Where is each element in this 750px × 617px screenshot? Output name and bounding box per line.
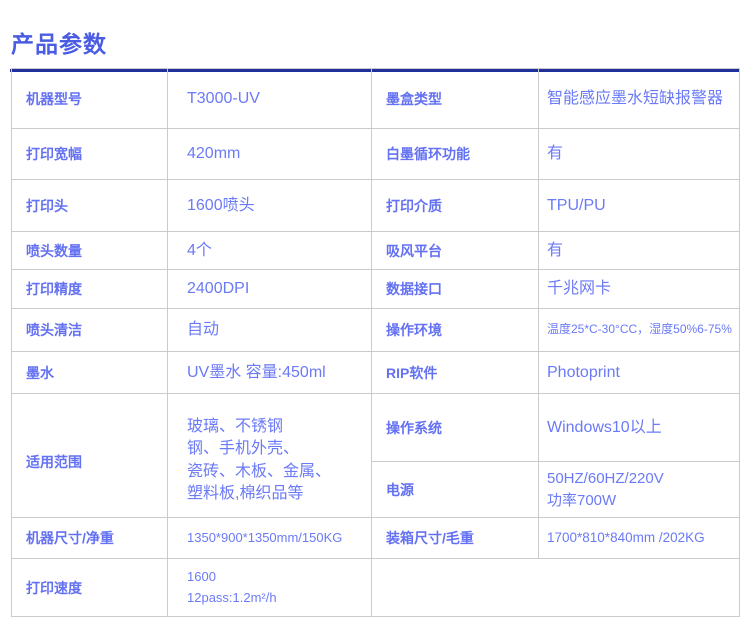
spec-value-white-ink-circulation: 有 [538, 128, 740, 180]
spec-value-operating-environment: 温度25*C-30°CC，湿度50%6-75% [538, 308, 740, 352]
spec-label-cartridge-type: 墨盒类型 [371, 68, 539, 129]
spec-value-print-precision: 2400DPI [167, 269, 372, 309]
spec-label-print-media: 打印介质 [371, 179, 539, 232]
spec-value-packing-size: 1700*810*840mm /202KG [538, 517, 740, 559]
spec-table: 机器型号 T3000-UV 墨盒类型 智能感应墨水短缺报警器 打印宽幅 420m… [11, 68, 740, 617]
spec-label-rip-software: RIP软件 [371, 351, 539, 394]
spec-label-machine-model: 机器型号 [11, 68, 168, 129]
spec-label-print-head: 打印头 [11, 179, 168, 232]
table-row-print-speed: 打印速度 1600 12pass:1.2m²/h [11, 558, 740, 617]
spec-label-print-precision: 打印精度 [11, 269, 168, 309]
spec-label-nozzle-cleaning: 喷头清洁 [11, 308, 168, 352]
spec-value-data-interface: 千兆网卡 [538, 269, 740, 309]
table-row-power-supply: 电源 50HZ/60HZ/220V 功率700W [12, 461, 740, 518]
spec-label-operating-environment: 操作环境 [371, 308, 539, 352]
spec-label-white-ink-circulation: 白墨循环功能 [371, 128, 539, 180]
spec-label-data-interface: 数据接口 [371, 269, 539, 309]
spec-label-nozzle-count: 喷头数量 [11, 231, 168, 270]
spec-value-ink: UV墨水 容量:450ml [167, 351, 372, 394]
spec-label-power-supply: 电源 [371, 461, 539, 518]
spec-value-print-speed: 1600 12pass:1.2m²/h [167, 558, 372, 617]
table-row-ink: 墨水 UV墨水 容量:450ml RIP软件 Photoprint [11, 351, 740, 394]
spec-value-nozzle-count: 4个 [167, 231, 372, 270]
table-row-print-head: 打印头 1600喷头 打印介质 TPU/PU [11, 179, 740, 232]
spec-value-rip-software: Photoprint [538, 351, 740, 394]
spec-value-machine-model: T3000-UV [167, 68, 372, 129]
spec-value-print-head: 1600喷头 [167, 179, 372, 232]
spec-value-print-width: 420mm [167, 128, 372, 180]
spec-value-suction-platform: 有 [538, 231, 740, 270]
spec-value-print-media: TPU/PU [538, 179, 740, 232]
spec-label-machine-size: 机器尺寸/净重 [11, 517, 168, 559]
table-row-application-range: 适用范围 玻璃、不锈钢 钢、手机外壳、 瓷砖、木板、金属、 塑料板,棉织品等 操… [11, 393, 740, 518]
table-row-print-precision: 打印精度 2400DPI 数据接口 千兆网卡 [11, 269, 740, 309]
page-title: 产品参数 [11, 31, 107, 57]
table-row-machine-size: 机器尺寸/净重 1350*900*1350mm/150KG 装箱尺寸/毛重 17… [11, 517, 740, 559]
table-row-nozzle-cleaning: 喷头清洁 自动 操作环境 温度25*C-30°CC，湿度50%6-75% [11, 308, 740, 352]
table-row-nozzle-count: 喷头数量 4个 吸风平台 有 [11, 231, 740, 270]
spec-value-operating-system: Windows10以上 [538, 393, 740, 462]
table-row-print-width: 打印宽幅 420mm 白墨循环功能 有 [11, 128, 740, 180]
spec-label-packing-size: 装箱尺寸/毛重 [371, 517, 539, 559]
spec-value-machine-size: 1350*900*1350mm/150KG [167, 517, 372, 559]
spec-label-suction-platform: 吸风平台 [371, 231, 539, 270]
table-row-machine-model: 机器型号 T3000-UV 墨盒类型 智能感应墨水短缺报警器 [11, 68, 740, 129]
spec-value-cartridge-type: 智能感应墨水短缺报警器 [538, 68, 740, 129]
spec-label-ink: 墨水 [11, 351, 168, 394]
empty-cell [371, 558, 740, 617]
spec-label-print-speed: 打印速度 [11, 558, 168, 617]
spec-value-application-range: 玻璃、不锈钢 钢、手机外壳、 瓷砖、木板、金属、 塑料板,棉织品等 [167, 393, 372, 518]
spec-value-power-supply: 50HZ/60HZ/220V 功率700W [538, 461, 740, 518]
spec-label-application-range: 适用范围 [11, 393, 168, 518]
spec-label-operating-system: 操作系统 [371, 393, 539, 462]
spec-label-print-width: 打印宽幅 [11, 128, 168, 180]
spec-value-nozzle-cleaning: 自动 [167, 308, 372, 352]
